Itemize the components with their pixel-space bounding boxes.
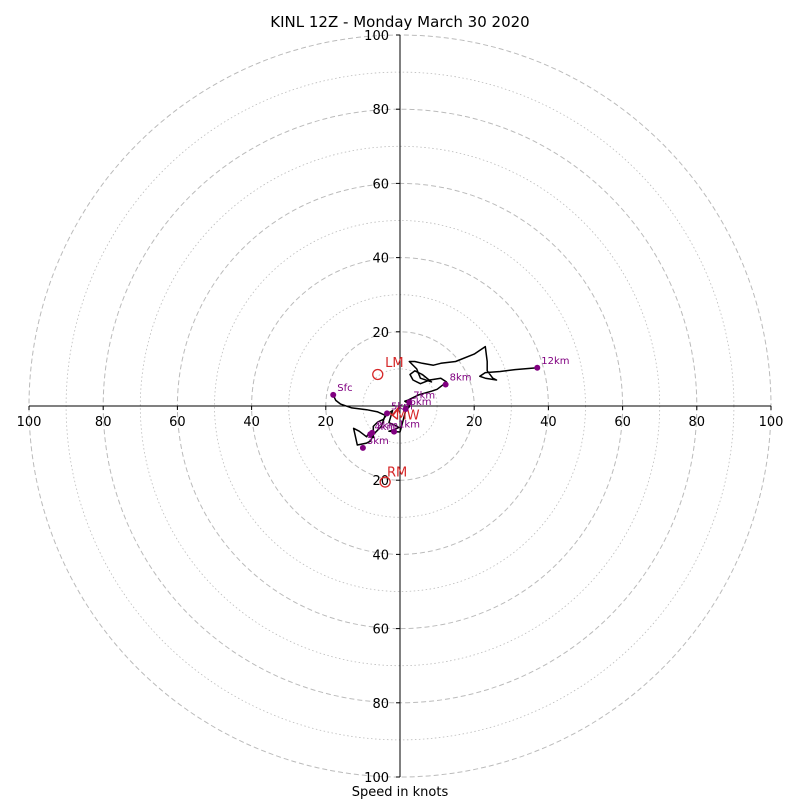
height-marker-dot: [391, 428, 398, 435]
height-marker-dot: [534, 364, 541, 371]
x-tick-label: 60: [614, 415, 631, 430]
height-marker-label: Sfc: [337, 383, 352, 394]
hodograph-line: [332, 345, 538, 446]
height-marker-dot: [442, 381, 449, 388]
height-marker-label: 3km: [367, 436, 389, 447]
y-tick-label: 80: [372, 103, 389, 118]
mean-wind-label: MW: [396, 408, 420, 423]
storm-motion-lm-marker: [372, 368, 384, 381]
height-marker-label: 12km: [541, 356, 569, 367]
height-marker-label: 8km: [450, 372, 472, 383]
storm-motion-lm-label: LM: [385, 356, 403, 371]
y-tick-label: 20: [372, 326, 389, 341]
y-tick-label: 100: [364, 29, 389, 44]
tick-labels: 100 80 60 40 20 20 40 60 80 100100806040202040608…: [17, 29, 784, 786]
chart-title: KINL 12Z - Monday March 30 2020: [270, 13, 529, 31]
y-tick-label: 80: [372, 697, 389, 712]
x-tick-label: 100: [759, 415, 784, 430]
storm-motion-rm-label: RM: [387, 465, 407, 480]
y-tick-label: 60: [372, 177, 389, 192]
height-marker-dot: [402, 405, 409, 412]
height-marker-label: 5km: [391, 401, 413, 412]
x-tick-label: 20: [466, 415, 483, 430]
mean-wind-arrow: [391, 405, 401, 416]
height-marker-label: 2km: [376, 421, 398, 432]
x-tick-label: 40: [540, 415, 557, 430]
x-tick-label: 80: [95, 415, 112, 430]
x-axis-label: Speed in knots: [352, 785, 449, 800]
x-tick-label: 100: [17, 415, 42, 430]
height-marker-dot: [367, 431, 374, 438]
x-tick-label: 20: [318, 415, 335, 430]
height-marker-label: 1km: [398, 420, 420, 431]
hodograph-trace: [332, 345, 538, 446]
height-marker-label: 7km: [413, 390, 435, 401]
height-marker-label: 6km: [410, 397, 432, 408]
height-marker-dot: [406, 399, 413, 406]
x-tick-label: 40: [243, 415, 260, 430]
x-tick-label: 80: [689, 415, 706, 430]
height-marker-dot: [384, 410, 391, 417]
y-tick-label: 40: [372, 252, 389, 267]
storm-motion-rm-marker: [379, 476, 391, 488]
y-tick-label: 60: [372, 623, 389, 638]
height-marker-dot: [330, 391, 337, 398]
height-marker-dot: [359, 444, 366, 451]
storm-motion: MW LM RM: [372, 356, 420, 488]
y-tick-label: 100: [364, 771, 389, 786]
y-tick-label: 40: [372, 548, 389, 563]
x-tick-label: 60: [169, 415, 186, 430]
height-marker-label: 4km: [374, 422, 396, 433]
